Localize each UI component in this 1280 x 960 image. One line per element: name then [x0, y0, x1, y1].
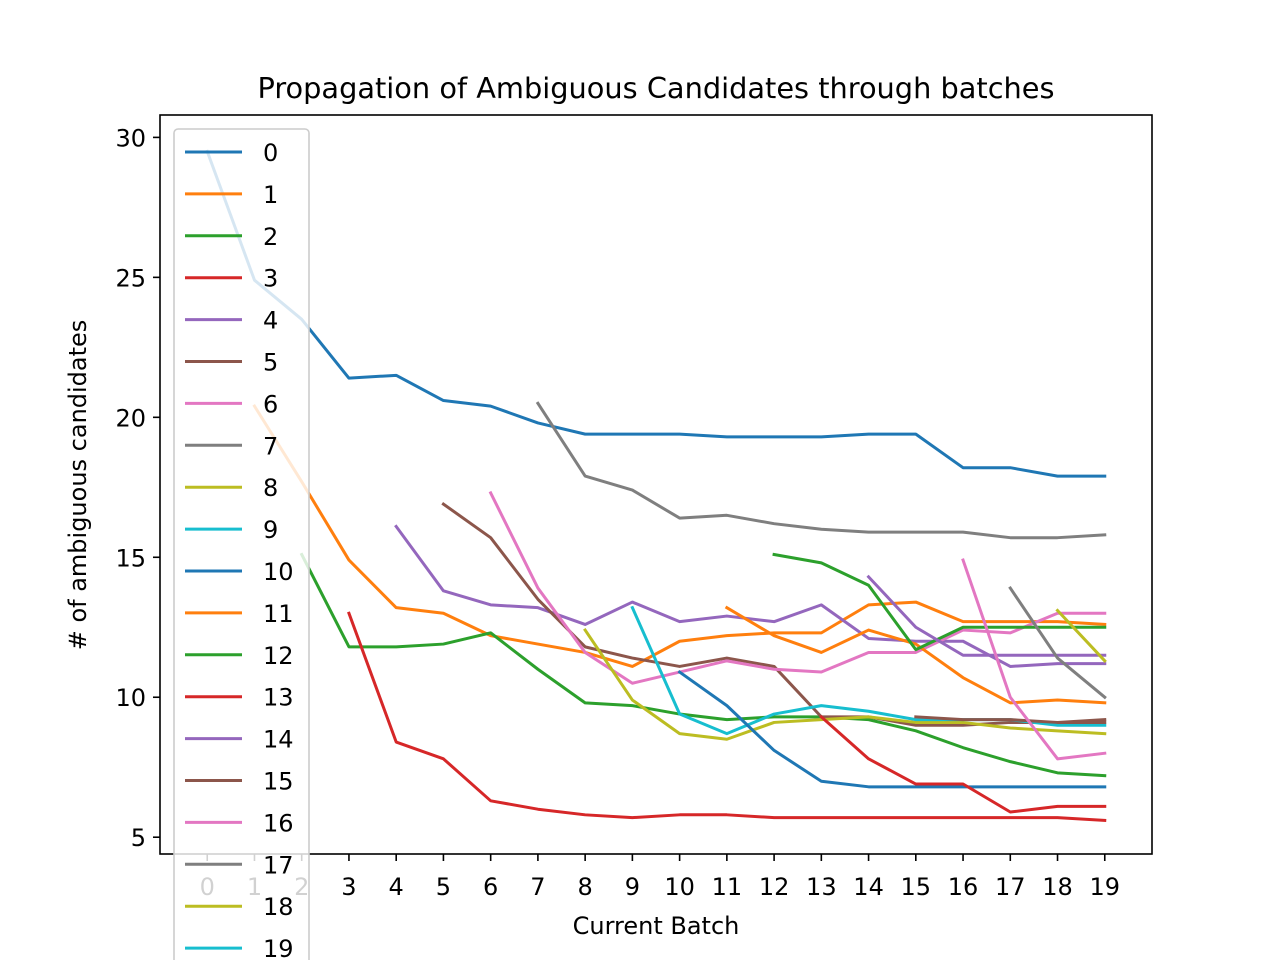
y-tick-label: 10	[115, 684, 146, 712]
x-axis-label: Current Batch	[573, 912, 740, 940]
legend-label: 11	[263, 600, 294, 628]
series-line-3	[347, 611, 1107, 822]
y-axis: 5 10 15 20 25 30	[115, 124, 160, 852]
legend-label: 1	[263, 181, 278, 209]
legend-box	[173, 128, 310, 960]
legend-label: 13	[263, 684, 294, 712]
x-tick-label: 4	[389, 873, 404, 901]
x-tick-label: 10	[664, 873, 695, 901]
y-tick-label: 30	[115, 124, 146, 152]
x-tick-label: 19	[1089, 873, 1120, 901]
legend-label: 9	[263, 516, 278, 544]
x-tick-label: 14	[853, 873, 884, 901]
x-tick-label: 6	[483, 873, 498, 901]
x-tick-label: 18	[1042, 873, 1073, 901]
legend-label: 16	[263, 809, 294, 837]
legend-label: 14	[263, 726, 294, 754]
legend-label: 8	[263, 474, 278, 502]
x-tick-label: 13	[806, 873, 837, 901]
series-line-13	[819, 714, 1107, 814]
x-tick-label: 15	[901, 873, 932, 901]
x-tick-label: 9	[625, 873, 640, 901]
y-tick-label: 15	[115, 544, 146, 572]
y-tick-label: 20	[115, 404, 146, 432]
x-tick-label: 16	[948, 873, 979, 901]
series-line-11	[724, 605, 1107, 705]
x-tick-label: 11	[712, 873, 743, 901]
legend-label: 18	[263, 893, 294, 921]
x-tick-label: 5	[436, 873, 451, 901]
series-line-18	[1055, 608, 1107, 663]
legend-label: 15	[263, 768, 294, 796]
legend-label: 12	[263, 642, 294, 670]
series-line-14	[866, 574, 1107, 657]
legend-label: 2	[263, 223, 278, 251]
series-line-16	[961, 558, 1107, 761]
x-tick-label: 12	[759, 873, 790, 901]
legend-label: 10	[263, 558, 294, 586]
series-line-4	[394, 524, 1107, 668]
legend-label: 0	[263, 139, 278, 167]
series-line-12	[772, 552, 1107, 652]
legend-label: 5	[263, 349, 278, 377]
x-tick-label: 8	[578, 873, 593, 901]
series-line-2	[299, 552, 1107, 778]
legend-label: 7	[263, 432, 278, 460]
plot-lines	[205, 149, 1107, 822]
y-tick-label: 25	[115, 264, 146, 292]
legend-label: 19	[263, 935, 294, 960]
plot-frame	[159, 114, 1153, 855]
y-axis-label: # of ambiguous candidates	[64, 320, 92, 651]
series-line-8	[583, 627, 1107, 741]
x-tick-label: 17	[995, 873, 1026, 901]
series-line-0	[205, 149, 1107, 478]
chart-title: Propagation of Ambiguous Candidates thro…	[257, 71, 1054, 105]
legend-label: 6	[263, 390, 278, 418]
series-line-6	[488, 490, 1107, 685]
series-line-1	[252, 404, 1107, 668]
series-line-17	[1008, 585, 1107, 700]
legend-label: 17	[263, 851, 294, 879]
series-line-7	[535, 401, 1107, 540]
series-line-5	[441, 501, 1107, 727]
legend-label: 4	[263, 307, 278, 335]
legend-label: 3	[263, 265, 278, 293]
series-line-10	[677, 669, 1107, 789]
series-line-15	[914, 715, 1107, 724]
x-tick-label: 7	[530, 873, 545, 901]
x-tick-label: 3	[341, 873, 356, 901]
y-tick-label: 5	[131, 824, 146, 852]
